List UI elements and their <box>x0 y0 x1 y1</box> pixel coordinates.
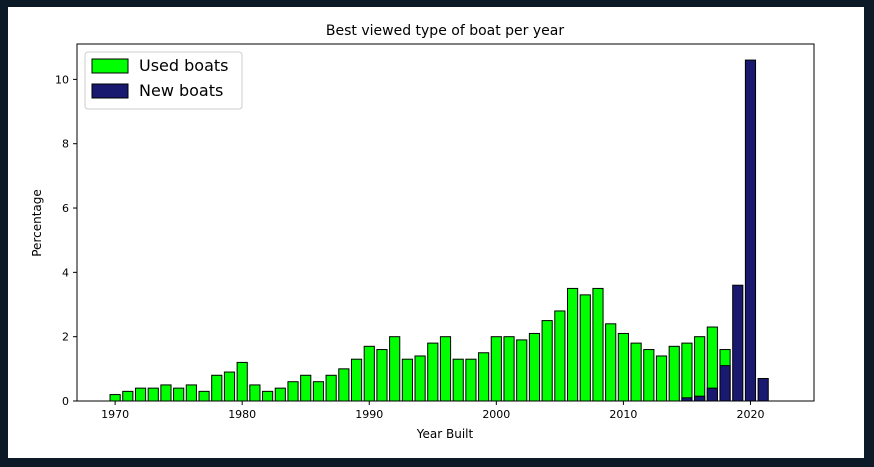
bar-used-boats-2013 <box>655 355 668 402</box>
y-axis-label: Percentage <box>30 189 44 257</box>
bar-used-boats-1998 <box>465 358 477 402</box>
bar-used-boats-1993 <box>401 358 413 402</box>
bar-used-boats-2009 <box>605 323 617 402</box>
bar-used-boats-1975 <box>173 387 185 402</box>
bar-used-boats-1980 <box>236 361 248 402</box>
y-tick-label: 8 <box>62 138 69 151</box>
bar-used-boats-1977 <box>198 390 210 402</box>
bar-used-boats-1972 <box>134 387 147 402</box>
bar-new-boats-2016 <box>694 395 706 402</box>
bar-used-boats-1979 <box>223 371 236 402</box>
bar-used-boats-1986 <box>312 381 325 402</box>
bar-used-boats-1988 <box>338 368 350 402</box>
bar-used-boats-2015 <box>681 342 693 402</box>
bars-group <box>109 59 769 402</box>
legend-label-used-boats: Used boats <box>139 56 229 75</box>
bar-used-boats-1995 <box>427 342 439 402</box>
bar-used-boats-2001 <box>503 336 515 402</box>
bar-new-boats-2017 <box>706 387 718 402</box>
bar-new-boats-2020 <box>744 59 757 402</box>
legend-label-new-boats: New boats <box>139 81 223 100</box>
x-tick-label: 1980 <box>228 408 256 421</box>
x-axis-ticks: 1970 1980 1990 2000 2010 2020 <box>101 401 764 421</box>
x-tick-label: 2010 <box>609 408 637 421</box>
bar-used-boats-1987 <box>325 374 337 402</box>
bar-used-boats-1994 <box>414 355 426 402</box>
bar-used-boats-1984 <box>287 381 299 402</box>
bar-used-boats-2011 <box>630 342 642 402</box>
x-tick-label: 1990 <box>355 408 383 421</box>
bar-used-boats-1974 <box>160 384 172 402</box>
legend: Used boats New boats <box>84 51 243 110</box>
y-tick-label: 2 <box>62 331 69 344</box>
bar-used-boats-1973 <box>147 387 159 402</box>
legend-swatch-used-boats <box>91 58 129 74</box>
x-axis-label: Year Built <box>416 427 474 441</box>
bar-used-boats-2004 <box>541 320 553 402</box>
y-axis-ticks: 0 2 4 6 8 10 <box>55 73 77 408</box>
bar-used-boats-1990 <box>363 345 375 402</box>
bar-used-boats-2012 <box>643 349 655 402</box>
bar-used-boats-1996 <box>439 336 452 402</box>
bar-used-boats-1981 <box>249 384 261 402</box>
y-tick-label: 10 <box>55 73 69 86</box>
x-tick-label: 2000 <box>482 408 510 421</box>
bar-used-boats-2007 <box>579 294 591 402</box>
bar-used-boats-1982 <box>262 390 274 402</box>
bar-used-boats-2016 <box>694 336 706 402</box>
plot-area-border <box>76 43 815 402</box>
bar-new-boats-2019 <box>732 284 744 402</box>
bar-used-boats-1983 <box>274 387 286 402</box>
bar-used-boats-1970 <box>109 394 121 402</box>
bar-used-boats-1991 <box>376 349 388 402</box>
bar-used-boats-2002 <box>516 339 528 402</box>
bar-used-boats-1992 <box>389 336 401 402</box>
bar-used-boats-1978 <box>211 374 223 402</box>
bar-used-boats-2014 <box>668 345 680 402</box>
bar-chart: Best viewed type of boat per year 1970 19… <box>30 23 815 441</box>
bar-used-boats-1985 <box>300 374 312 402</box>
legend-swatch-new-boats <box>91 83 129 99</box>
y-tick-label: 6 <box>62 202 69 215</box>
bar-used-boats-1971 <box>122 390 134 402</box>
bar-used-boats-1997 <box>452 358 464 402</box>
bar-used-boats-2010 <box>617 332 629 402</box>
bar-used-boats-2008 <box>592 287 604 402</box>
x-tick-label: 2020 <box>736 408 764 421</box>
y-tick-label: 4 <box>62 266 69 279</box>
y-tick-label: 0 <box>62 395 69 408</box>
bar-new-boats-2018 <box>719 365 731 402</box>
bar-used-boats-1976 <box>185 384 197 402</box>
bar-used-boats-2005 <box>554 310 566 402</box>
bar-used-boats-2000 <box>490 336 502 402</box>
bar-new-boats-2021 <box>757 377 769 402</box>
bar-used-boats-1989 <box>350 358 363 402</box>
chart-title: Best viewed type of boat per year <box>326 23 564 39</box>
bar-used-boats-2006 <box>566 287 579 402</box>
x-tick-label: 1970 <box>101 408 129 421</box>
bar-used-boats-2003 <box>528 332 541 402</box>
chart-frame: Best viewed type of boat per year 1970 19… <box>8 7 864 458</box>
bar-used-boats-1999 <box>478 352 490 402</box>
